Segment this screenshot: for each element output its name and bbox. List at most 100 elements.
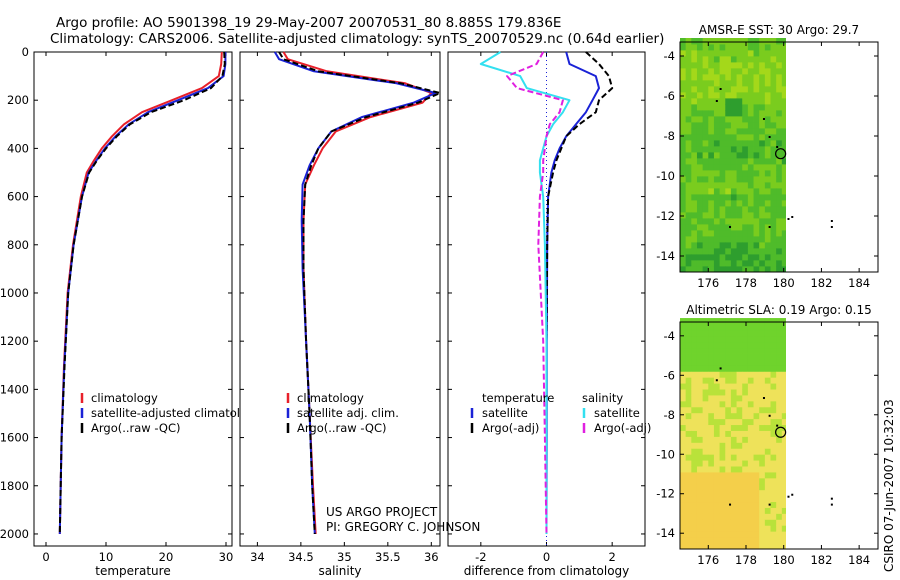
sla_map-cell <box>764 448 771 455</box>
sla_map-cell <box>753 318 760 325</box>
sla_map-cell <box>696 442 704 449</box>
sst_map-cell <box>702 80 709 87</box>
sst_map-cell <box>781 200 786 207</box>
sst_map-cell <box>702 128 709 135</box>
sst_map-cell <box>753 92 760 99</box>
sst_map-cell <box>736 68 743 75</box>
sst_map-cell <box>770 152 777 159</box>
sla_map-cell <box>713 318 720 325</box>
sst_map-cell <box>685 92 692 99</box>
sla_map-cell <box>753 543 760 550</box>
sst_map-island-marker <box>787 218 790 220</box>
sst_map-cell <box>725 68 732 75</box>
sla_map-cell <box>770 347 777 354</box>
sla_map-cell <box>764 519 771 526</box>
sla_map-cell <box>781 472 786 479</box>
sla_map-cell <box>702 507 709 514</box>
sla_map-cell <box>719 472 726 479</box>
sst_map-cell <box>680 236 687 243</box>
sst_map-cell <box>781 212 786 219</box>
sla_map-cell <box>770 335 777 343</box>
sst_map-cell <box>713 188 720 195</box>
sst_map-cell <box>764 134 771 141</box>
temperature-ytick-label: 1800 <box>0 479 29 493</box>
sla_map-cell <box>781 537 786 544</box>
sst_map-cell <box>776 206 783 213</box>
sst_map-cell <box>702 218 709 225</box>
sst_map-cell <box>725 80 732 87</box>
sla_map-cell <box>742 501 749 508</box>
sla_map-cell <box>680 412 687 420</box>
sst_map-cell <box>725 116 732 123</box>
sla_map-cell <box>742 436 749 443</box>
sst_map-cell <box>708 194 715 201</box>
sla_map-cell <box>725 489 732 497</box>
sst_map-cell <box>730 62 737 69</box>
sst_map-cell <box>781 170 786 177</box>
sst_map-cell <box>702 200 709 207</box>
sst_map-cell <box>730 104 737 111</box>
sst_map-cell <box>747 38 754 45</box>
sla_map-cell <box>713 442 720 449</box>
sst_map-xtick-label: 182 <box>810 276 832 290</box>
sla_map-cell <box>691 501 698 508</box>
sst_map-cell <box>719 260 726 267</box>
sla_map-cell <box>713 430 720 437</box>
sst_map-ytick-label: -10 <box>656 169 675 183</box>
sst_map-cell <box>708 212 715 219</box>
sla_map-cell <box>742 318 749 325</box>
sst_map-cell <box>730 98 737 105</box>
sla_map-cell <box>770 501 777 508</box>
sla_map-cell <box>680 371 687 378</box>
sst_map-cell <box>696 128 704 135</box>
sla_map-cell <box>725 359 732 366</box>
sst_map-cell <box>719 98 726 105</box>
sst_map-cell <box>770 224 777 231</box>
sst_map-cell <box>680 44 687 51</box>
sst_map-cell <box>713 218 720 225</box>
sst_map-cell <box>781 260 786 267</box>
sst_map-cell <box>696 92 704 99</box>
sla_map-cell <box>719 495 726 503</box>
sst_map-cell <box>776 266 783 273</box>
sst_map-cell <box>719 230 726 237</box>
sla_map-cell <box>730 501 737 508</box>
sst_map-cell <box>770 188 777 195</box>
sst_map-cell <box>713 164 720 171</box>
temperature-ytick-label: 1200 <box>0 334 29 348</box>
sla_map-cell <box>725 341 732 349</box>
sla_map-cell <box>747 383 754 390</box>
sla_map-cell <box>696 365 704 372</box>
sst_map-cell <box>747 80 754 87</box>
sla_map-cell <box>685 448 692 455</box>
sla_map-cell <box>781 323 786 331</box>
sla_map-cell <box>713 472 720 479</box>
sla_map-cell <box>736 318 743 325</box>
sst_map-cell <box>759 230 766 237</box>
sla_map-cell <box>730 519 737 526</box>
sla_map-cell <box>764 383 771 390</box>
sla_map-cell <box>680 395 687 402</box>
sst_map-cell <box>759 188 766 195</box>
sla_map-cell <box>742 365 749 372</box>
sst_map-cell <box>685 152 692 159</box>
sla_map-cell <box>713 543 720 550</box>
sst_map-cell <box>713 170 720 177</box>
sla_map-cell <box>759 371 766 378</box>
sst_map-cell <box>764 80 771 87</box>
sst_map-cell <box>696 230 704 237</box>
sst_map-cell <box>713 128 720 135</box>
sla_map-cell <box>781 483 786 491</box>
sla_map-cell <box>719 383 726 390</box>
sst_map-cell <box>680 104 687 111</box>
sla_map-cell <box>691 466 698 473</box>
sla_map-cell <box>736 412 743 420</box>
sst_map-cell <box>685 230 692 237</box>
sla_map-cell <box>781 442 786 449</box>
sla_map-cell <box>680 365 687 372</box>
sst_map-cell <box>776 56 783 63</box>
sla_map-cell <box>770 472 777 479</box>
sst_map-cell <box>776 254 783 261</box>
sst_map-cell <box>696 236 704 243</box>
sla_map-cell <box>680 418 687 426</box>
